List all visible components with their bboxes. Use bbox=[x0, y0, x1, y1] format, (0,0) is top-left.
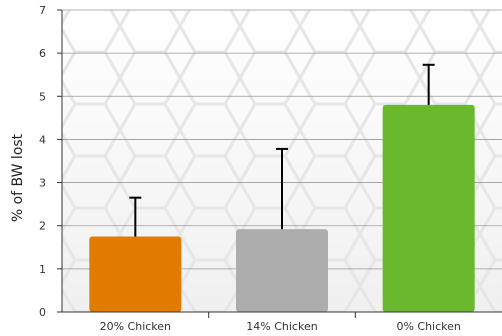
y-axis-title: % of BW lost bbox=[10, 133, 26, 222]
y-tick-label: 3 bbox=[39, 177, 46, 190]
y-tick-label: 5 bbox=[39, 90, 46, 103]
x-axis-ticks: 20% Chicken 14% Chicken 0% Chicken bbox=[100, 312, 461, 333]
y-tick-label: 4 bbox=[39, 133, 46, 146]
bar bbox=[236, 229, 328, 312]
y-tick-label: 2 bbox=[39, 220, 46, 233]
y-tick-label: 0 bbox=[39, 306, 46, 319]
y-axis-ticks: 0 1 2 3 4 5 6 7 bbox=[39, 4, 62, 319]
x-tick-label: 0% Chicken bbox=[396, 320, 460, 333]
bar bbox=[89, 236, 182, 312]
y-tick-label: 6 bbox=[39, 47, 46, 60]
bar bbox=[382, 104, 475, 313]
error-bars-group bbox=[129, 63, 435, 237]
bars-group bbox=[89, 104, 475, 313]
x-tick-label: 20% Chicken bbox=[100, 320, 171, 333]
x-tick-label: 14% Chicken bbox=[246, 320, 317, 333]
y-tick-label: 7 bbox=[39, 4, 46, 17]
y-tick-label: 1 bbox=[39, 263, 46, 276]
